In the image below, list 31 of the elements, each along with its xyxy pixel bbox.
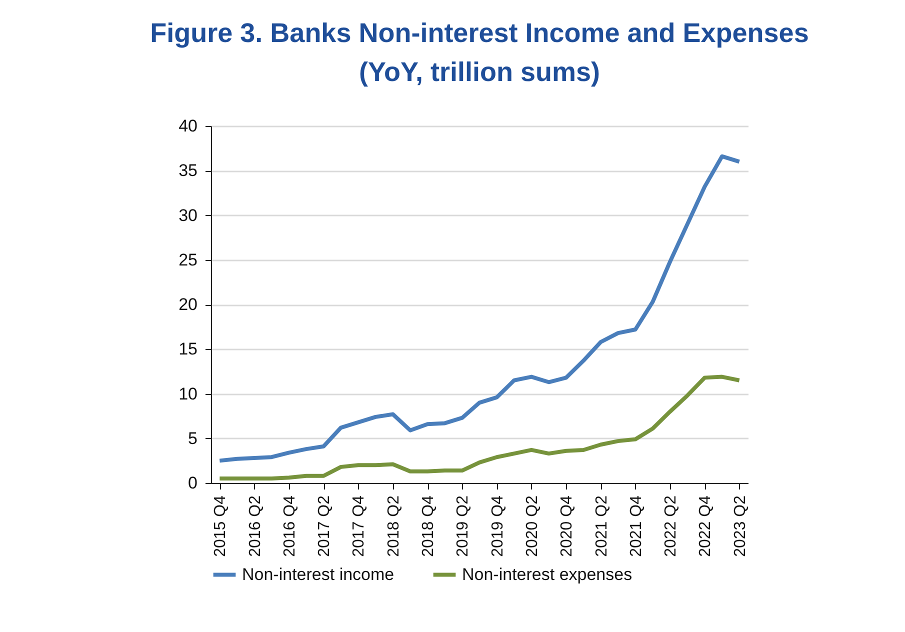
chart-subtitle: (YoY, trillion sums) bbox=[358, 57, 600, 87]
x-tick-label: 2022 Q2 bbox=[662, 495, 680, 557]
x-tick-label: 2021 Q2 bbox=[593, 495, 610, 557]
x-tick-label: 2018 Q2 bbox=[385, 495, 402, 557]
line-series bbox=[218, 374, 742, 481]
line-series bbox=[218, 154, 742, 463]
x-tick-label: 2020 Q2 bbox=[524, 495, 541, 557]
x-tick-label: 2015 Q4 bbox=[212, 495, 230, 557]
y-tick-label: 35 bbox=[178, 161, 198, 180]
x-tick-label: 2020 Q4 bbox=[558, 495, 576, 557]
x-tick-label: 2019 Q4 bbox=[489, 495, 506, 557]
y-tick-label: 0 bbox=[188, 474, 198, 492]
x-tick-label: 2018 Q4 bbox=[420, 495, 438, 557]
x-tick-label: 2019 Q2 bbox=[454, 495, 472, 557]
x-tick-label: 2023 Q2 bbox=[732, 495, 749, 557]
x-tick-label: 2017 Q2 bbox=[316, 495, 334, 557]
chart-title: Figure 3. Banks Non-interest Income and Expenses bbox=[150, 18, 809, 48]
y-tick-label: 15 bbox=[178, 340, 198, 359]
legend-label: Non-interest expenses bbox=[462, 564, 632, 584]
x-tick-label: 2017 Q4 bbox=[350, 495, 368, 557]
y-tick-label: 10 bbox=[178, 384, 198, 404]
x-tick-label: 2022 Q4 bbox=[697, 495, 714, 557]
x-tick-label: 2021 Q4 bbox=[628, 495, 645, 557]
legend-label: Non-interest income bbox=[242, 564, 394, 584]
x-tick-label: 2016 Q2 bbox=[246, 495, 264, 557]
y-tick-label: 40 bbox=[178, 116, 198, 136]
y-tick-label: 20 bbox=[178, 295, 198, 314]
y-tick-label: 5 bbox=[188, 428, 198, 448]
y-tick-label: 30 bbox=[178, 206, 198, 225]
x-tick-label: 2016 Q4 bbox=[281, 495, 298, 557]
y-tick-label: 25 bbox=[178, 250, 198, 270]
